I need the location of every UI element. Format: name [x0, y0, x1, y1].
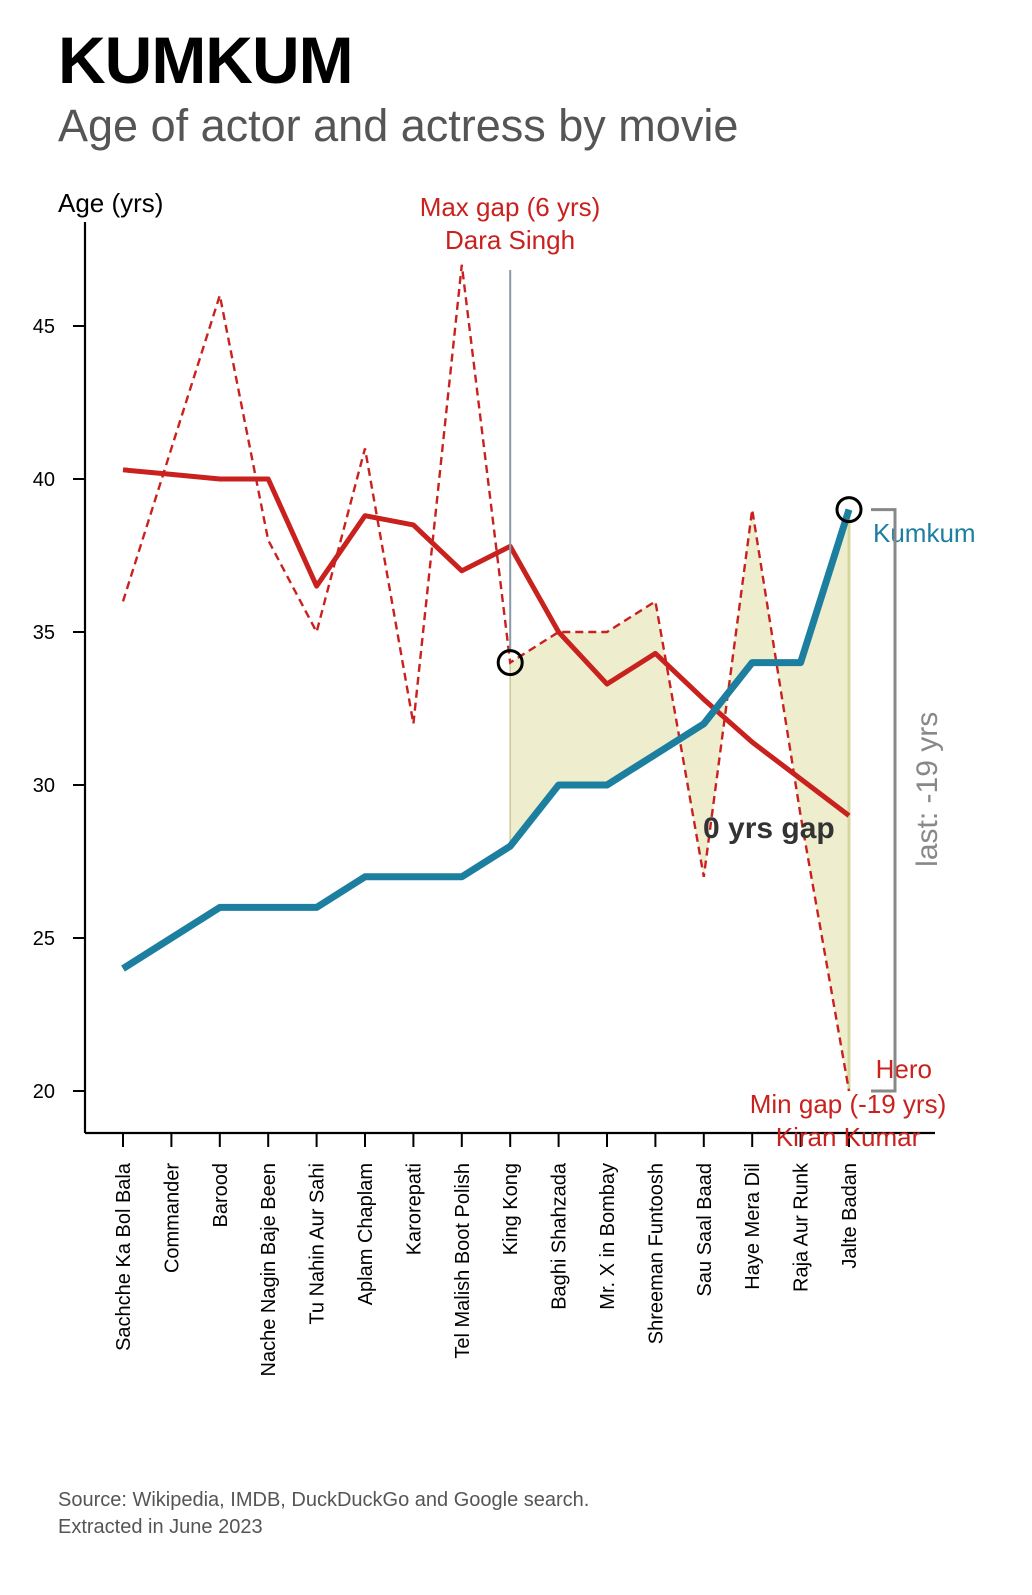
kumkum-age-line — [121, 508, 853, 972]
hero-series-label: Hero — [876, 1054, 932, 1084]
x-tick-label: Raja Aur Runk — [791, 1162, 813, 1292]
x-tick-label: King Kong — [500, 1163, 522, 1255]
chart-annotations: Max gap (6 yrs)Dara Singh Kumkum Hero 0 yrs… — [420, 192, 976, 1152]
x-tick-label: Haye Mera Dil — [742, 1163, 764, 1290]
gap-shaded-area — [509, 509, 851, 1092]
x-tick-label: Shreeman Funtoosh — [645, 1163, 667, 1344]
y-tick-label: 40 — [33, 469, 55, 491]
chart-series — [121, 264, 853, 1092]
x-tick-label: Jalte Badan — [839, 1163, 861, 1269]
chart-axes — [73, 222, 935, 1147]
x-tick-label: Aplam Chaplam — [355, 1163, 377, 1305]
y-tick-label: 20 — [33, 1081, 55, 1103]
y-tick-label: 30 — [33, 775, 55, 797]
zero-gap-label: 0 yrs gap — [703, 812, 835, 845]
source-line: Source: Wikipedia, IMDB, DuckDuckGo and … — [58, 1489, 590, 1511]
last-point-marker — [835, 496, 863, 524]
x-tick-label: Karorepati — [403, 1163, 425, 1255]
x-tick-label: Baghi Shahzada — [549, 1162, 571, 1310]
max-gap-label: Max gap (6 yrs) — [420, 192, 601, 222]
extraction-date: Extracted in June 2023 — [58, 1516, 263, 1538]
y-axis-title: Age (yrs) — [58, 188, 163, 218]
x-tick-label: Nache Nagin Baje Been — [258, 1163, 280, 1376]
max-gap-marker — [496, 649, 524, 677]
x-tick-label: Barood — [210, 1163, 232, 1228]
x-tick-label: Sachche Ka Bol Bala — [113, 1162, 135, 1351]
x-tick-label: Mr. X in Bombay — [597, 1163, 619, 1310]
source-note: Source: Wikipedia, IMDB, DuckDuckGo and … — [58, 1487, 589, 1541]
last-gap-label: last: -19 yrs — [911, 712, 944, 867]
min-gap-hero-name: Kiran Kumar — [776, 1122, 921, 1152]
min-gap-label: Min gap (-19 yrs) — [750, 1089, 947, 1119]
chart-tick-labels: Age (yrs) 20 25 30 35 40 45 Sachche Ka Bol Bala… — [33, 188, 861, 1376]
max-gap-hero-name: Dara Singh — [445, 225, 575, 255]
y-tick-label: 25 — [33, 928, 55, 950]
y-tick-label: 45 — [33, 316, 55, 338]
page-title: KUMKUM — [58, 23, 354, 97]
gap-fill-polygon — [510, 509, 849, 1092]
hero-age-trend-line — [122, 467, 851, 818]
page-subtitle: Age of actor and actress by movie — [58, 100, 739, 151]
x-tick-label: Sau Saal Baad — [694, 1163, 716, 1296]
last-gap-bracket — [871, 508, 897, 1093]
x-tick-label: Tel Malish Boot Polish — [452, 1163, 474, 1359]
y-tick-label: 35 — [33, 622, 55, 644]
kumkum-series-label: Kumkum — [873, 518, 976, 548]
x-tick-label: Tu Nahin Aur Sahi — [307, 1163, 329, 1325]
x-tick-label: Commander — [161, 1163, 183, 1273]
